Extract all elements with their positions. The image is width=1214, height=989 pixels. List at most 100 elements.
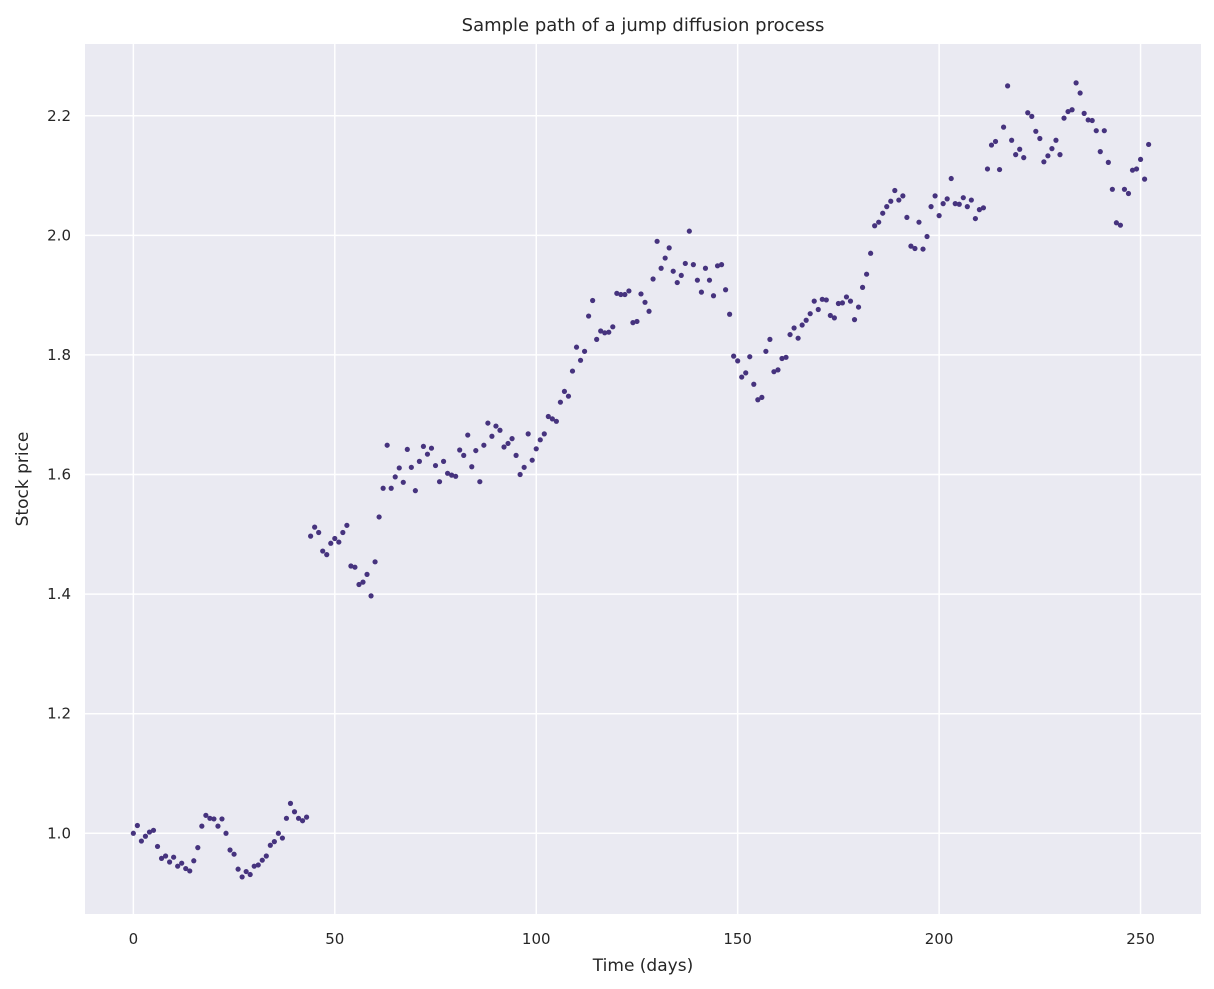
y-tick-label: 1.4	[47, 585, 71, 603]
data-point	[839, 300, 846, 306]
data-point	[384, 442, 390, 448]
data-point	[610, 324, 616, 330]
data-point	[819, 296, 825, 302]
data-point	[912, 245, 918, 252]
data-point	[581, 348, 588, 354]
y-tick-label: 1.2	[47, 705, 71, 723]
data-point	[360, 579, 366, 585]
data-point	[271, 839, 277, 845]
data-point	[743, 370, 749, 376]
data-point	[787, 331, 793, 338]
data-point	[670, 268, 676, 274]
data-point	[267, 842, 273, 848]
data-point	[1000, 124, 1007, 130]
data-point	[642, 299, 648, 305]
data-point	[1025, 110, 1031, 116]
y-tick-label: 2.2	[47, 107, 71, 125]
data-point	[275, 830, 281, 836]
data-point	[1073, 80, 1079, 86]
data-point	[827, 312, 833, 319]
data-point	[408, 464, 414, 470]
data-point	[1033, 128, 1039, 134]
chart-title: Sample path of a jump diffusion process	[462, 15, 825, 36]
data-point	[227, 847, 233, 853]
data-point	[835, 300, 842, 307]
data-point	[594, 336, 600, 342]
data-point	[195, 845, 201, 851]
data-point	[404, 446, 410, 453]
data-point	[416, 458, 422, 464]
data-point	[714, 263, 721, 269]
data-point	[436, 479, 443, 485]
data-point	[936, 213, 942, 219]
data-point	[211, 816, 217, 822]
data-point	[356, 581, 362, 588]
x-tick-label: 100	[522, 930, 551, 948]
data-point	[1021, 155, 1027, 161]
data-point	[199, 823, 205, 829]
y-tick-label: 2.0	[47, 226, 71, 244]
data-point	[706, 277, 713, 283]
data-point	[1061, 115, 1067, 121]
data-point	[1105, 159, 1111, 165]
y-tick-label: 1.8	[47, 346, 71, 364]
data-point	[150, 827, 157, 833]
data-point	[976, 207, 983, 213]
data-point	[650, 276, 656, 282]
data-point	[1125, 190, 1132, 197]
data-point	[130, 830, 136, 836]
data-point	[908, 243, 914, 249]
data-point	[940, 201, 946, 207]
data-point	[775, 367, 781, 373]
data-point	[1045, 153, 1051, 159]
data-point	[811, 298, 817, 304]
data-point	[783, 354, 789, 360]
data-point	[682, 260, 688, 267]
data-point	[747, 354, 753, 360]
data-point	[876, 219, 882, 225]
data-point	[299, 818, 306, 824]
data-point	[469, 464, 475, 470]
data-point	[501, 444, 507, 450]
data-point	[996, 166, 1003, 173]
data-point	[183, 865, 189, 872]
data-point	[727, 311, 733, 317]
x-tick-labels: 0 50 100 150 200 250	[129, 930, 1155, 948]
data-point	[509, 436, 515, 442]
data-point	[457, 447, 463, 453]
data-point	[928, 204, 934, 210]
data-point	[481, 442, 487, 448]
data-point	[537, 437, 543, 443]
data-point	[815, 306, 821, 313]
y-axis-label: Stock price	[13, 432, 33, 527]
data-point	[900, 193, 906, 199]
data-point	[755, 397, 761, 403]
data-point	[424, 451, 431, 457]
grid-lines	[85, 44, 1201, 914]
data-point	[533, 446, 539, 452]
data-point	[316, 529, 322, 536]
data-point	[678, 272, 684, 279]
data-point	[207, 815, 213, 821]
data-point	[372, 559, 378, 565]
data-point	[807, 311, 813, 317]
data-point	[332, 535, 338, 542]
data-point	[1029, 113, 1035, 119]
data-point	[396, 465, 402, 471]
data-point	[1113, 220, 1119, 226]
data-point	[666, 245, 672, 251]
data-point	[646, 308, 652, 314]
data-point	[803, 317, 809, 323]
data-point	[1133, 166, 1140, 172]
data-point	[461, 452, 467, 458]
data-point	[694, 277, 700, 283]
data-point	[283, 815, 290, 821]
data-point	[247, 871, 253, 878]
data-point	[920, 246, 926, 252]
data-point	[702, 265, 709, 271]
data-point	[453, 473, 459, 479]
data-point	[1077, 90, 1083, 96]
data-point	[432, 462, 439, 469]
data-point	[980, 205, 987, 211]
x-axis-label: Time (days)	[592, 956, 693, 976]
